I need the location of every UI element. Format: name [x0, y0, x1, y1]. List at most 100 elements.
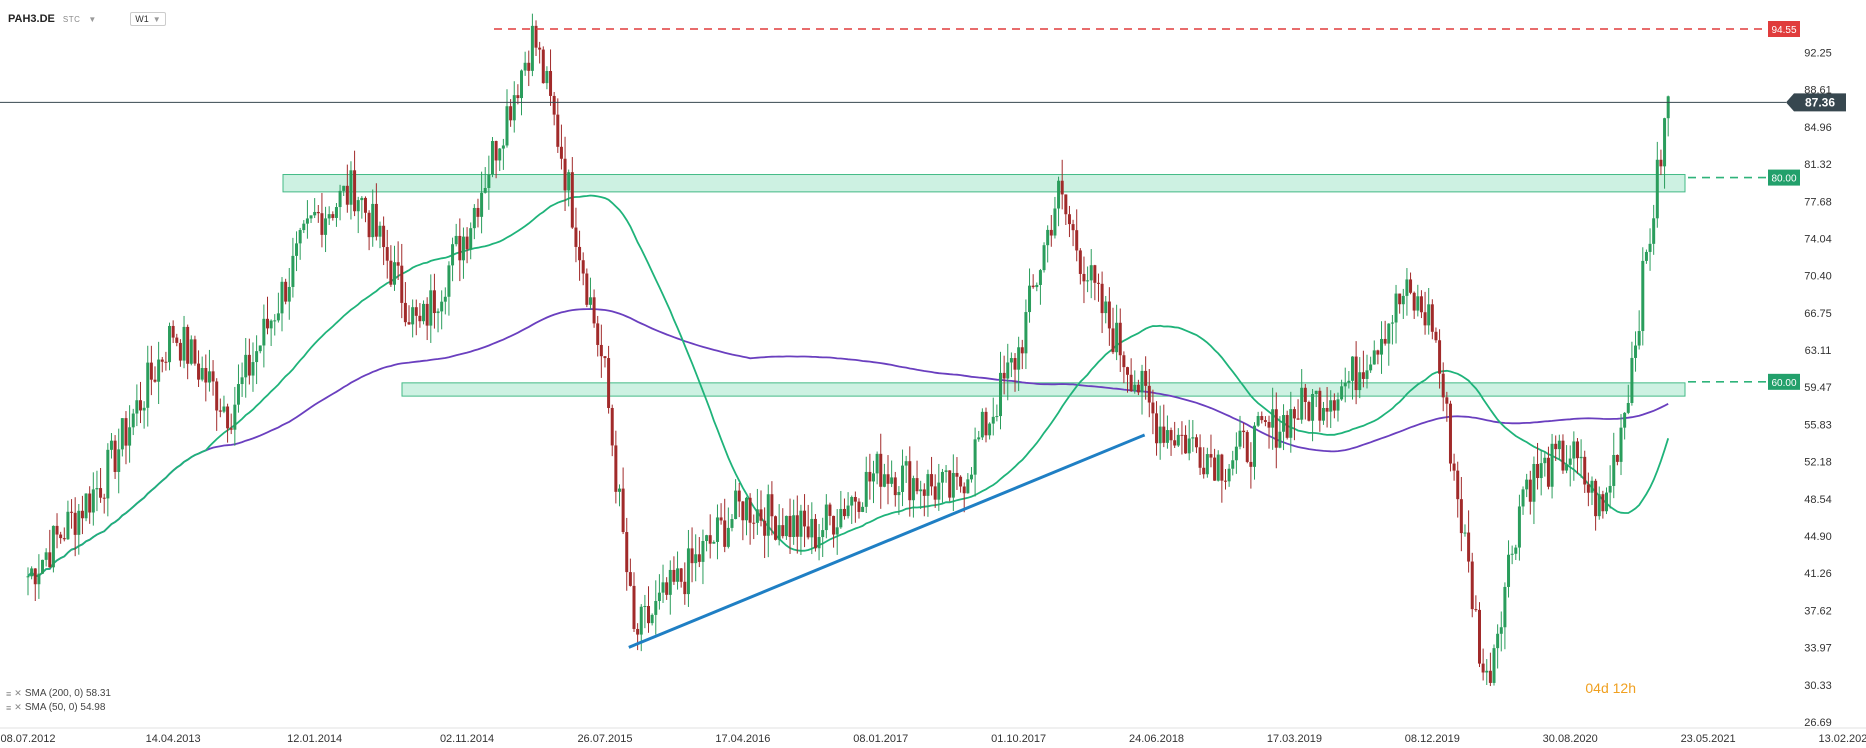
bear-candle: [1096, 273, 1100, 302]
bull-candle: [661, 564, 665, 603]
bull-candle: [1394, 284, 1398, 344]
candle-body: [1575, 441, 1579, 459]
candle-body: [1100, 283, 1104, 314]
bull-candle: [755, 488, 759, 535]
chevron-down-icon[interactable]: ▼: [88, 14, 97, 24]
bear-candle: [1296, 399, 1300, 420]
bear-candle: [265, 296, 269, 335]
candle-body: [1176, 434, 1180, 446]
candle-body: [1423, 312, 1427, 326]
candle-body: [1184, 434, 1188, 454]
candle-body: [461, 236, 465, 261]
bear-candle: [563, 136, 567, 212]
bull-candle: [1525, 473, 1529, 498]
candle-body: [1227, 468, 1231, 482]
candle-body: [835, 527, 839, 535]
bull-candle: [207, 349, 211, 392]
close-icon[interactable]: ✕: [14, 702, 22, 712]
bull-candle: [1191, 420, 1195, 452]
candle-body: [1644, 251, 1648, 261]
bull-candle: [567, 169, 571, 207]
bear-candle: [857, 498, 861, 519]
legend-sma200[interactable]: ≡ ✕ SMA (200, 0) 58.31: [6, 688, 111, 699]
candle-body: [432, 290, 436, 314]
candle-body: [512, 95, 516, 121]
candle-body: [80, 510, 84, 519]
candle-body: [781, 525, 785, 537]
candle-body: [1046, 229, 1050, 246]
y-tick-label: 37.62: [1804, 605, 1832, 617]
candle-body: [1427, 304, 1431, 326]
bull-candle: [1608, 465, 1612, 509]
bull-candle: [131, 408, 135, 436]
bear-candle: [893, 471, 897, 507]
bull-candle: [1165, 415, 1169, 449]
candle-body: [291, 255, 295, 287]
bear-candle: [1169, 427, 1173, 456]
candle-body: [592, 297, 596, 324]
candle-body: [879, 453, 883, 487]
sma-50-line: [27, 194, 1670, 578]
bull-candle: [1086, 266, 1090, 293]
candle-body: [331, 214, 335, 218]
menu-icon[interactable]: ≡: [6, 688, 12, 699]
bull-candle: [142, 401, 146, 429]
candle-body: [1162, 426, 1166, 443]
candle-body: [1147, 385, 1151, 403]
bear-candle: [879, 433, 883, 509]
candle-body: [1387, 323, 1391, 344]
candle-body: [578, 246, 582, 261]
candle-body: [1615, 454, 1619, 462]
bull-candle: [1046, 225, 1050, 263]
bull-candle: [95, 470, 99, 512]
menu-icon[interactable]: ≡: [6, 702, 12, 713]
bear-candle: [509, 99, 513, 127]
close-icon[interactable]: ✕: [14, 688, 22, 698]
y-tick-label: 88.61: [1804, 85, 1832, 97]
candle-body: [1031, 285, 1035, 288]
bear-candle: [1260, 411, 1264, 424]
candle-body: [338, 190, 342, 208]
candle-body: [454, 235, 458, 245]
candle-body: [120, 418, 124, 450]
candle-body: [1452, 463, 1456, 471]
candle-body: [1249, 461, 1253, 467]
candle-body: [893, 477, 897, 496]
candle-body: [91, 489, 95, 513]
bull-candle: [1205, 447, 1209, 478]
bull-candle: [1597, 486, 1601, 520]
candle-body: [799, 510, 803, 537]
bull-candle: [523, 51, 527, 76]
candle-body: [1075, 230, 1079, 251]
candle-body: [324, 218, 328, 235]
bull-candle: [1427, 287, 1431, 335]
candle-body: [1445, 397, 1449, 404]
candle-body: [70, 511, 74, 513]
bull-candle: [1238, 415, 1242, 450]
bull-candle: [273, 314, 277, 336]
bull-candle: [302, 220, 306, 234]
legend-sma50[interactable]: ≡ ✕ SMA (50, 0) 54.98: [6, 702, 105, 713]
bull-candle: [1648, 228, 1652, 271]
bull-candle: [168, 322, 172, 371]
candle-body: [1481, 663, 1485, 673]
candle-body: [919, 489, 923, 492]
timeframe-selector[interactable]: W1 ▼: [130, 12, 166, 26]
bull-candle: [999, 351, 1003, 430]
symbol-label[interactable]: PAH3.DE: [8, 13, 55, 25]
bear-candle: [552, 91, 556, 126]
candle-body: [1253, 425, 1257, 467]
candle-body: [1572, 441, 1576, 459]
bear-candle: [984, 407, 988, 443]
candle-body: [349, 170, 353, 205]
candle-body: [131, 413, 135, 428]
candle-body: [1234, 446, 1238, 461]
y-tick-label: 92.25: [1804, 47, 1832, 59]
bull-candle: [461, 227, 465, 279]
bull-candle: [1557, 434, 1561, 461]
legend-sma50-label: SMA (50, 0) 54.98: [24, 702, 106, 713]
candle-body: [1626, 402, 1630, 413]
bear-candle: [886, 455, 890, 505]
candle-body: [523, 62, 527, 71]
